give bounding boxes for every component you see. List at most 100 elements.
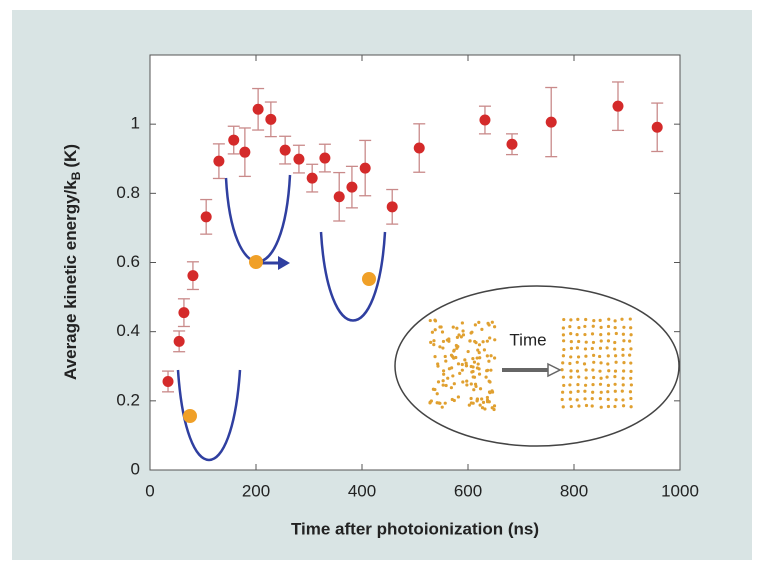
- ion: [433, 319, 438, 323]
- data-point: [162, 375, 174, 387]
- ion: [606, 383, 611, 387]
- ion: [599, 325, 603, 329]
- ion: [569, 404, 573, 409]
- data-point: [293, 153, 305, 165]
- ion: [438, 401, 442, 405]
- ion: [435, 392, 439, 396]
- ion: [447, 339, 451, 343]
- ion: [629, 361, 633, 365]
- ion: [582, 362, 587, 366]
- ion: [477, 343, 482, 347]
- ion: [492, 325, 497, 329]
- data-point: [386, 201, 398, 213]
- ion: [613, 404, 617, 409]
- ion: [598, 369, 602, 373]
- ion: [622, 339, 626, 343]
- ion: [577, 375, 581, 379]
- data-point: [545, 116, 557, 128]
- ion: [599, 333, 603, 337]
- ion: [436, 362, 440, 366]
- ion: [465, 383, 469, 387]
- ion: [569, 332, 573, 336]
- ion: [576, 382, 580, 387]
- ion: [562, 339, 566, 343]
- ion: [460, 368, 464, 372]
- ion: [490, 389, 494, 393]
- ion: [476, 362, 480, 366]
- ion: [457, 333, 461, 337]
- ion: [482, 348, 487, 352]
- ion: [629, 383, 633, 387]
- ion: [591, 324, 595, 328]
- ion: [592, 360, 596, 364]
- ion: [599, 376, 603, 380]
- ion: [461, 380, 465, 384]
- ion: [607, 332, 611, 336]
- data-point: [187, 270, 199, 282]
- ion: [451, 355, 455, 359]
- ion: [592, 353, 596, 357]
- ion: [480, 327, 484, 331]
- y-tick-label: 0: [131, 459, 140, 478]
- ion: [464, 361, 468, 365]
- data-point: [333, 191, 345, 203]
- ion: [430, 330, 435, 334]
- ion: [599, 405, 603, 409]
- ion: [591, 368, 595, 372]
- ion: [628, 317, 632, 321]
- ion: [583, 383, 588, 387]
- ion: [569, 355, 573, 359]
- ion: [569, 346, 574, 350]
- ion: [435, 401, 439, 405]
- ion: [562, 317, 566, 322]
- ion: [469, 382, 473, 386]
- ion: [561, 333, 566, 337]
- ion: [583, 324, 587, 329]
- ion: [452, 382, 456, 386]
- ion: [442, 372, 446, 376]
- ion: [561, 326, 565, 330]
- data-point: [651, 121, 663, 133]
- ion: [568, 397, 572, 401]
- data-point: [173, 335, 185, 347]
- ion: [480, 397, 484, 401]
- ion: [440, 405, 444, 409]
- ion: [629, 405, 633, 409]
- ion: [620, 389, 624, 393]
- data-point: [228, 134, 240, 146]
- ion: [478, 356, 482, 360]
- x-tick-label: 600: [454, 481, 482, 500]
- ion: [483, 407, 487, 411]
- particle: [362, 272, 376, 286]
- ion: [606, 404, 611, 409]
- ion: [561, 354, 566, 358]
- ion: [591, 390, 595, 394]
- ion: [460, 362, 464, 367]
- ion: [584, 354, 588, 358]
- ion: [477, 372, 482, 376]
- ion: [575, 346, 579, 350]
- ion: [569, 340, 573, 344]
- ion: [598, 382, 603, 386]
- y-axis-label-unit: (K): [61, 144, 80, 168]
- ion: [613, 389, 617, 393]
- ion: [461, 329, 465, 333]
- ion: [606, 339, 611, 343]
- ion: [449, 386, 454, 390]
- ion: [490, 320, 494, 324]
- ion: [473, 339, 477, 344]
- ion: [606, 390, 610, 394]
- ion: [592, 319, 596, 323]
- data-point: [279, 144, 291, 156]
- ion: [490, 406, 494, 410]
- ion: [569, 375, 573, 379]
- ion: [621, 383, 625, 387]
- ion: [489, 354, 493, 358]
- data-point: [200, 211, 212, 223]
- ion: [458, 371, 462, 375]
- ion: [606, 324, 611, 329]
- arrow-head: [278, 256, 290, 270]
- ion: [622, 369, 626, 373]
- ion: [439, 325, 443, 329]
